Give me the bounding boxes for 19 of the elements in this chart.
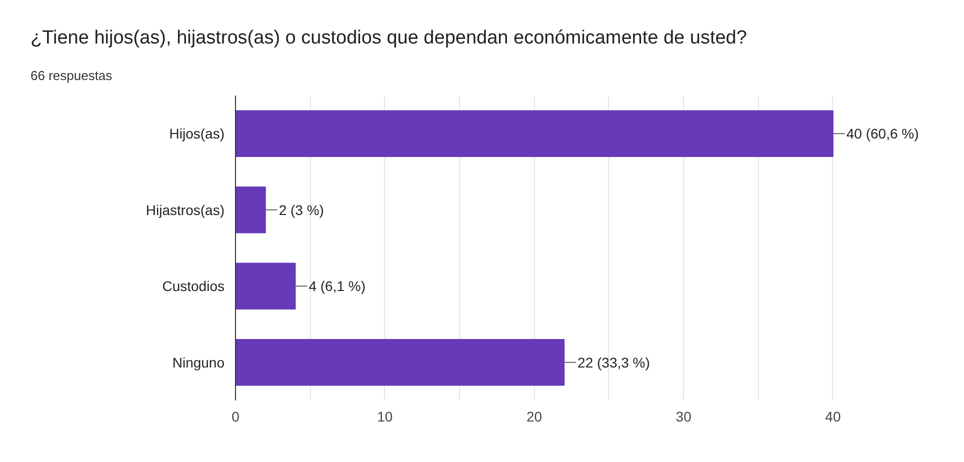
bar [236, 186, 266, 234]
bar [236, 110, 834, 157]
x-tick-label: 40 [825, 408, 841, 424]
y-tick-label: Custodios [162, 278, 225, 294]
data-label: 4 (6,1 %) [308, 278, 366, 294]
bar [236, 262, 296, 310]
y-tick-label: Hijos(as) [169, 126, 225, 142]
bar [236, 339, 565, 386]
data-label: 2 (3 %) [278, 202, 324, 218]
data-label: 40 (60,6 %) [846, 126, 919, 142]
x-tick-label: 10 [377, 408, 393, 424]
x-tick-label: 30 [676, 408, 692, 424]
chart-title: ¿Tiene hijos(as), hijastros(as) o custodios que dependan económicamente de usted? [30, 28, 747, 48]
text: 66 respuestas [30, 68, 113, 83]
y-tick-label: Hijastros(as) [146, 202, 225, 218]
y-tick-label: Ninguno [172, 354, 225, 370]
data-label: 22 (33,3 %) [578, 354, 650, 370]
x-tick-label: 20 [526, 408, 542, 424]
x-tick-label: 0 [232, 408, 240, 424]
